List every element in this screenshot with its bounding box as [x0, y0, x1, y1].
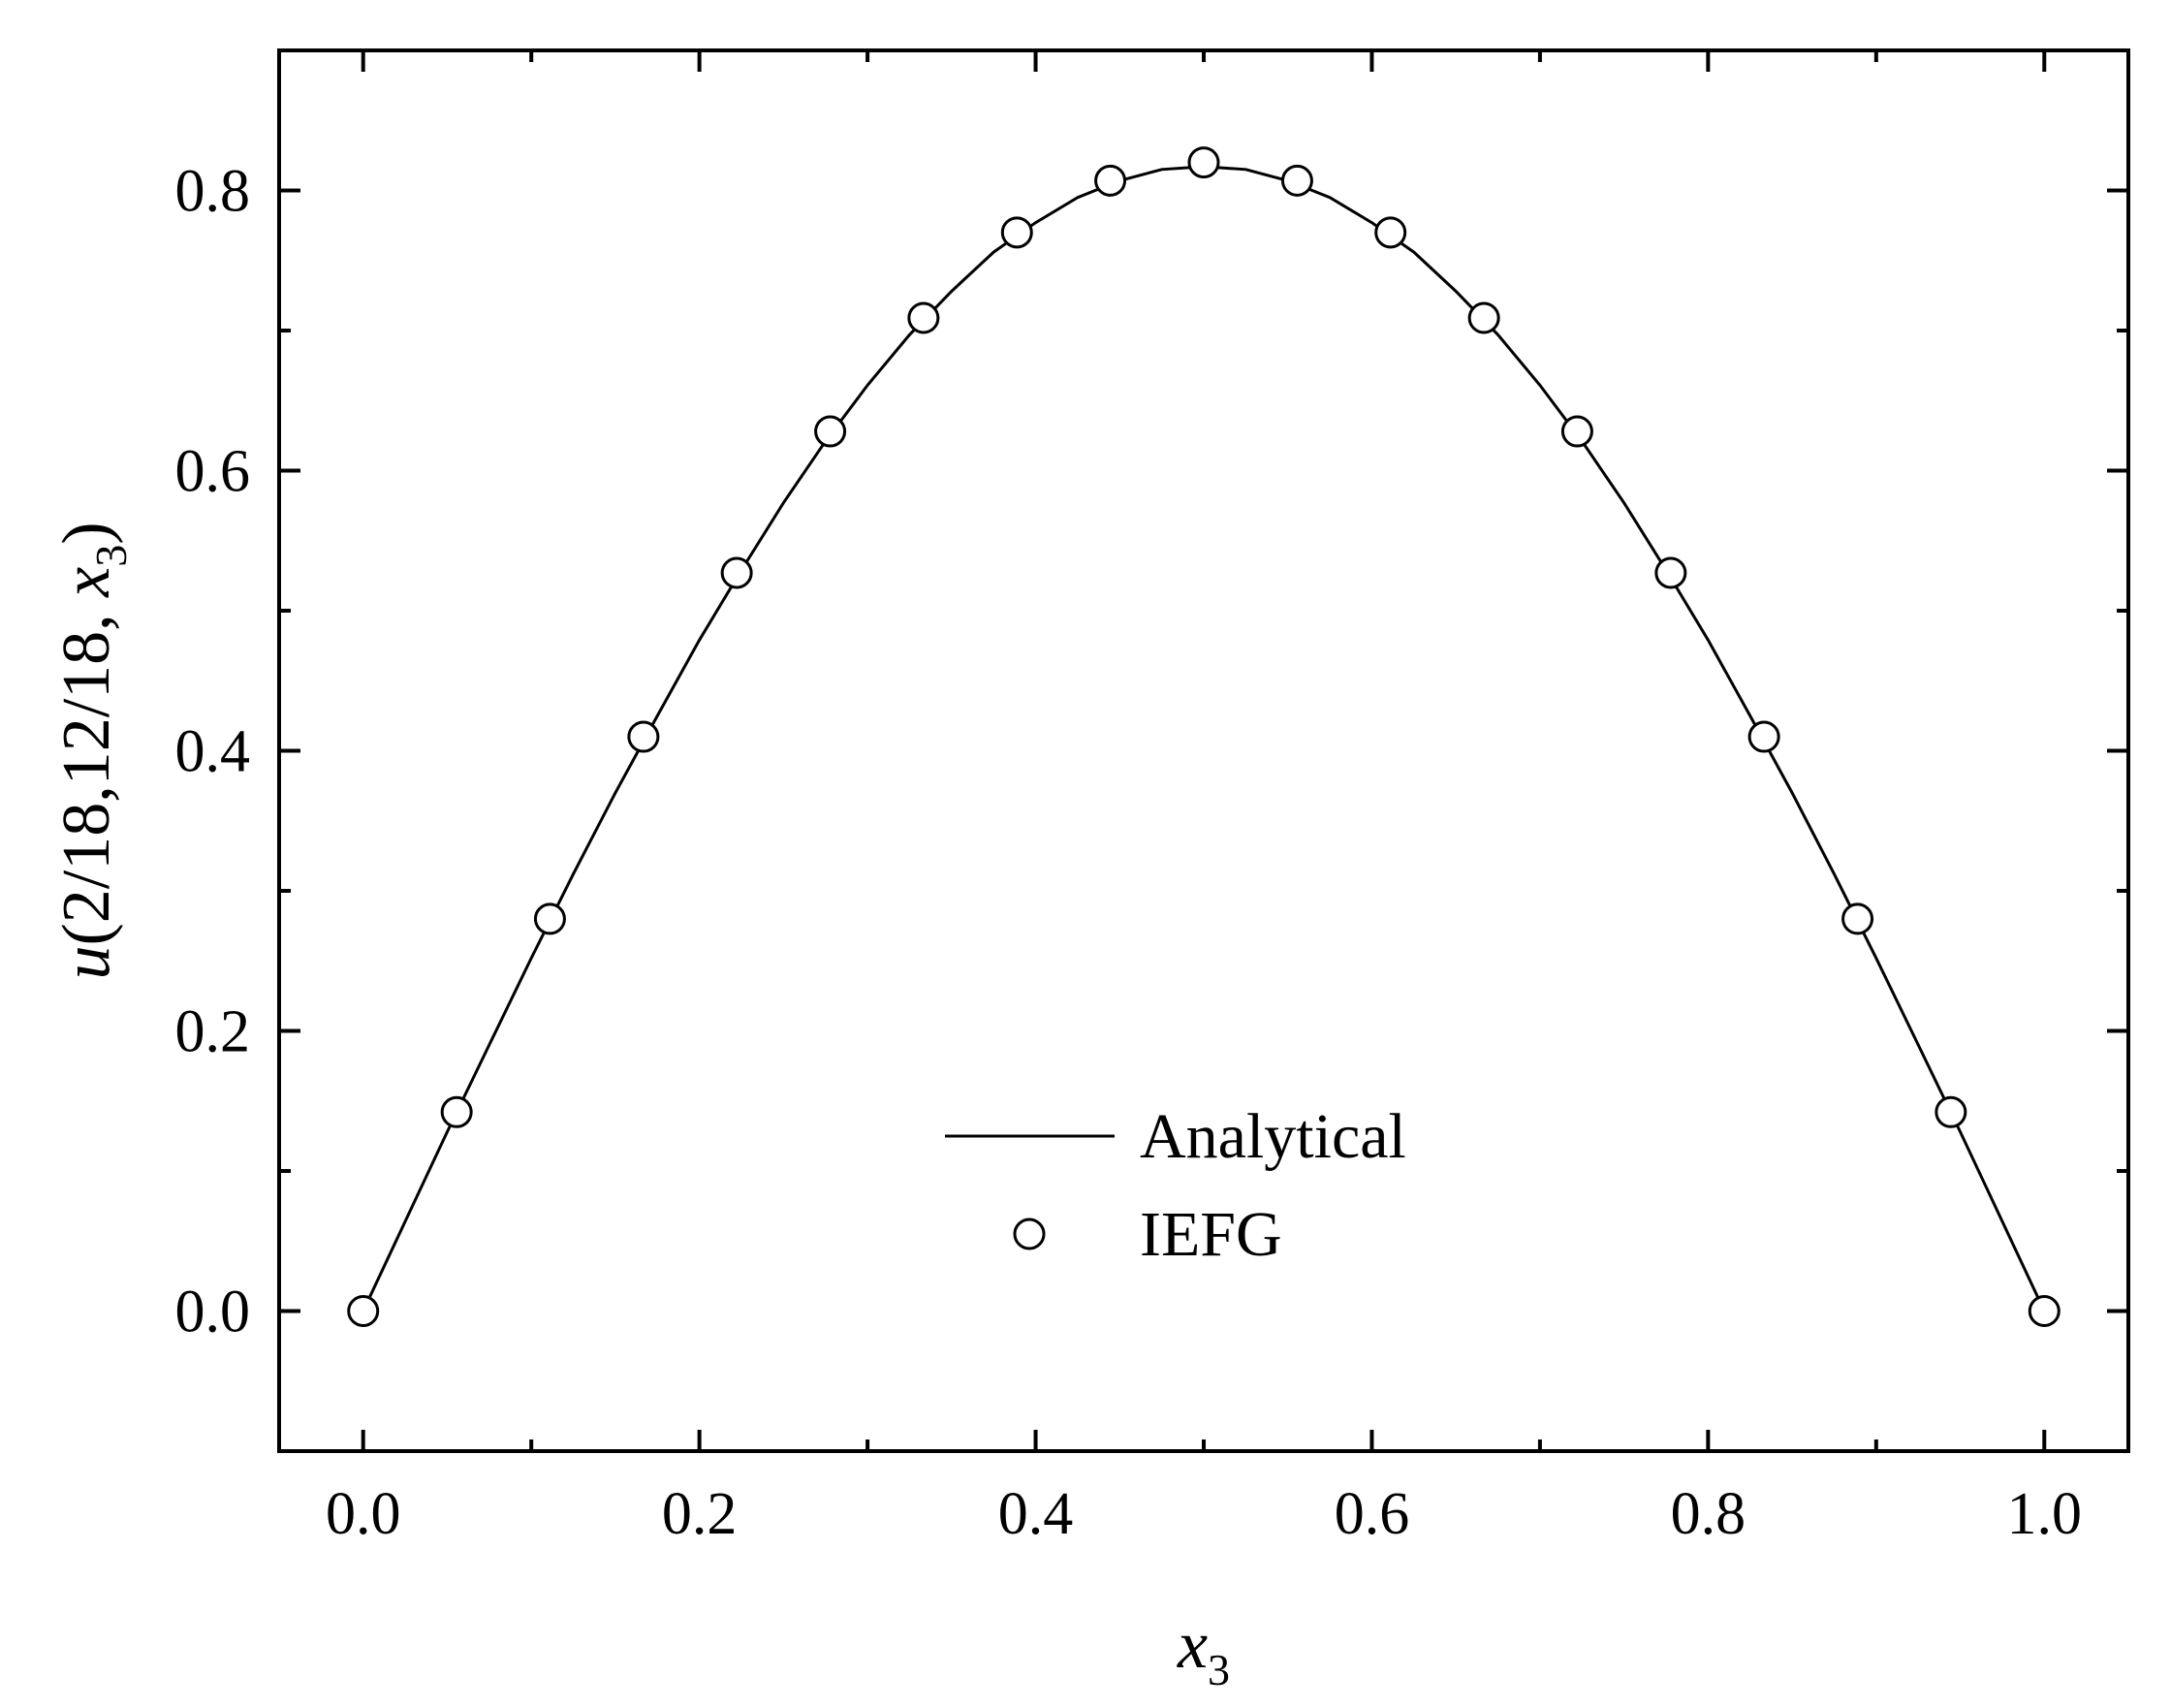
- axis-labels: 0.0 0.2 0.4 0.6 0.8 1.0 0.0 0.2 0.4 0.6 0.8 x3 u(2/1…: [49, 159, 2082, 1695]
- data-point-iefg: [814, 415, 847, 448]
- data-point-iefg: [1560, 415, 1593, 448]
- plot-series: [347, 146, 2061, 1327]
- data-point-iefg: [533, 902, 566, 935]
- legend-label-analytical: Analytical: [1140, 1101, 1406, 1172]
- legend-label-iefg: IEFG: [1140, 1199, 1282, 1270]
- data-point-iefg: [1467, 301, 1500, 334]
- data-point-iefg: [1747, 720, 1780, 753]
- y-tick-label: 0.8: [175, 159, 251, 225]
- x-tick-label: 0.6: [1335, 1481, 1410, 1547]
- data-point-iefg: [627, 720, 660, 753]
- y-tick-label: 0.0: [175, 1280, 251, 1345]
- data-point-iefg: [1654, 556, 1687, 589]
- data-point-iefg: [347, 1295, 380, 1327]
- data-point-iefg: [1935, 1095, 1967, 1128]
- data-point-iefg: [1094, 164, 1127, 197]
- y-tick-label: 0.2: [175, 999, 251, 1065]
- legend: Analytical IEFG: [945, 1101, 1406, 1270]
- axes: [277, 48, 2130, 1453]
- data-point-iefg: [720, 556, 753, 589]
- data-point-iefg: [440, 1095, 473, 1128]
- data-point-iefg: [1841, 902, 1874, 935]
- data-point-iefg: [1374, 216, 1407, 249]
- data-point-iefg: [1000, 216, 1033, 249]
- x-tick-label: 1.0: [2007, 1481, 2083, 1547]
- data-point-iefg: [907, 301, 940, 334]
- y-axis-title: u(2/18,12/18, x3): [49, 522, 136, 979]
- data-point-iefg: [2028, 1295, 2061, 1327]
- x-tick-label: 0.0: [326, 1481, 401, 1547]
- data-point-iefg: [1187, 146, 1220, 179]
- x-tick-label: 0.8: [1671, 1481, 1746, 1547]
- x-tick-label: 0.2: [662, 1481, 738, 1547]
- legend-marker-swatch: [1013, 1218, 1046, 1250]
- data-point-iefg: [1280, 164, 1313, 197]
- y-tick-label: 0.6: [175, 439, 251, 505]
- y-tick-label: 0.4: [175, 719, 251, 785]
- x-tick-label: 0.4: [998, 1481, 1074, 1547]
- x-axis-title: x3: [1177, 1608, 1230, 1694]
